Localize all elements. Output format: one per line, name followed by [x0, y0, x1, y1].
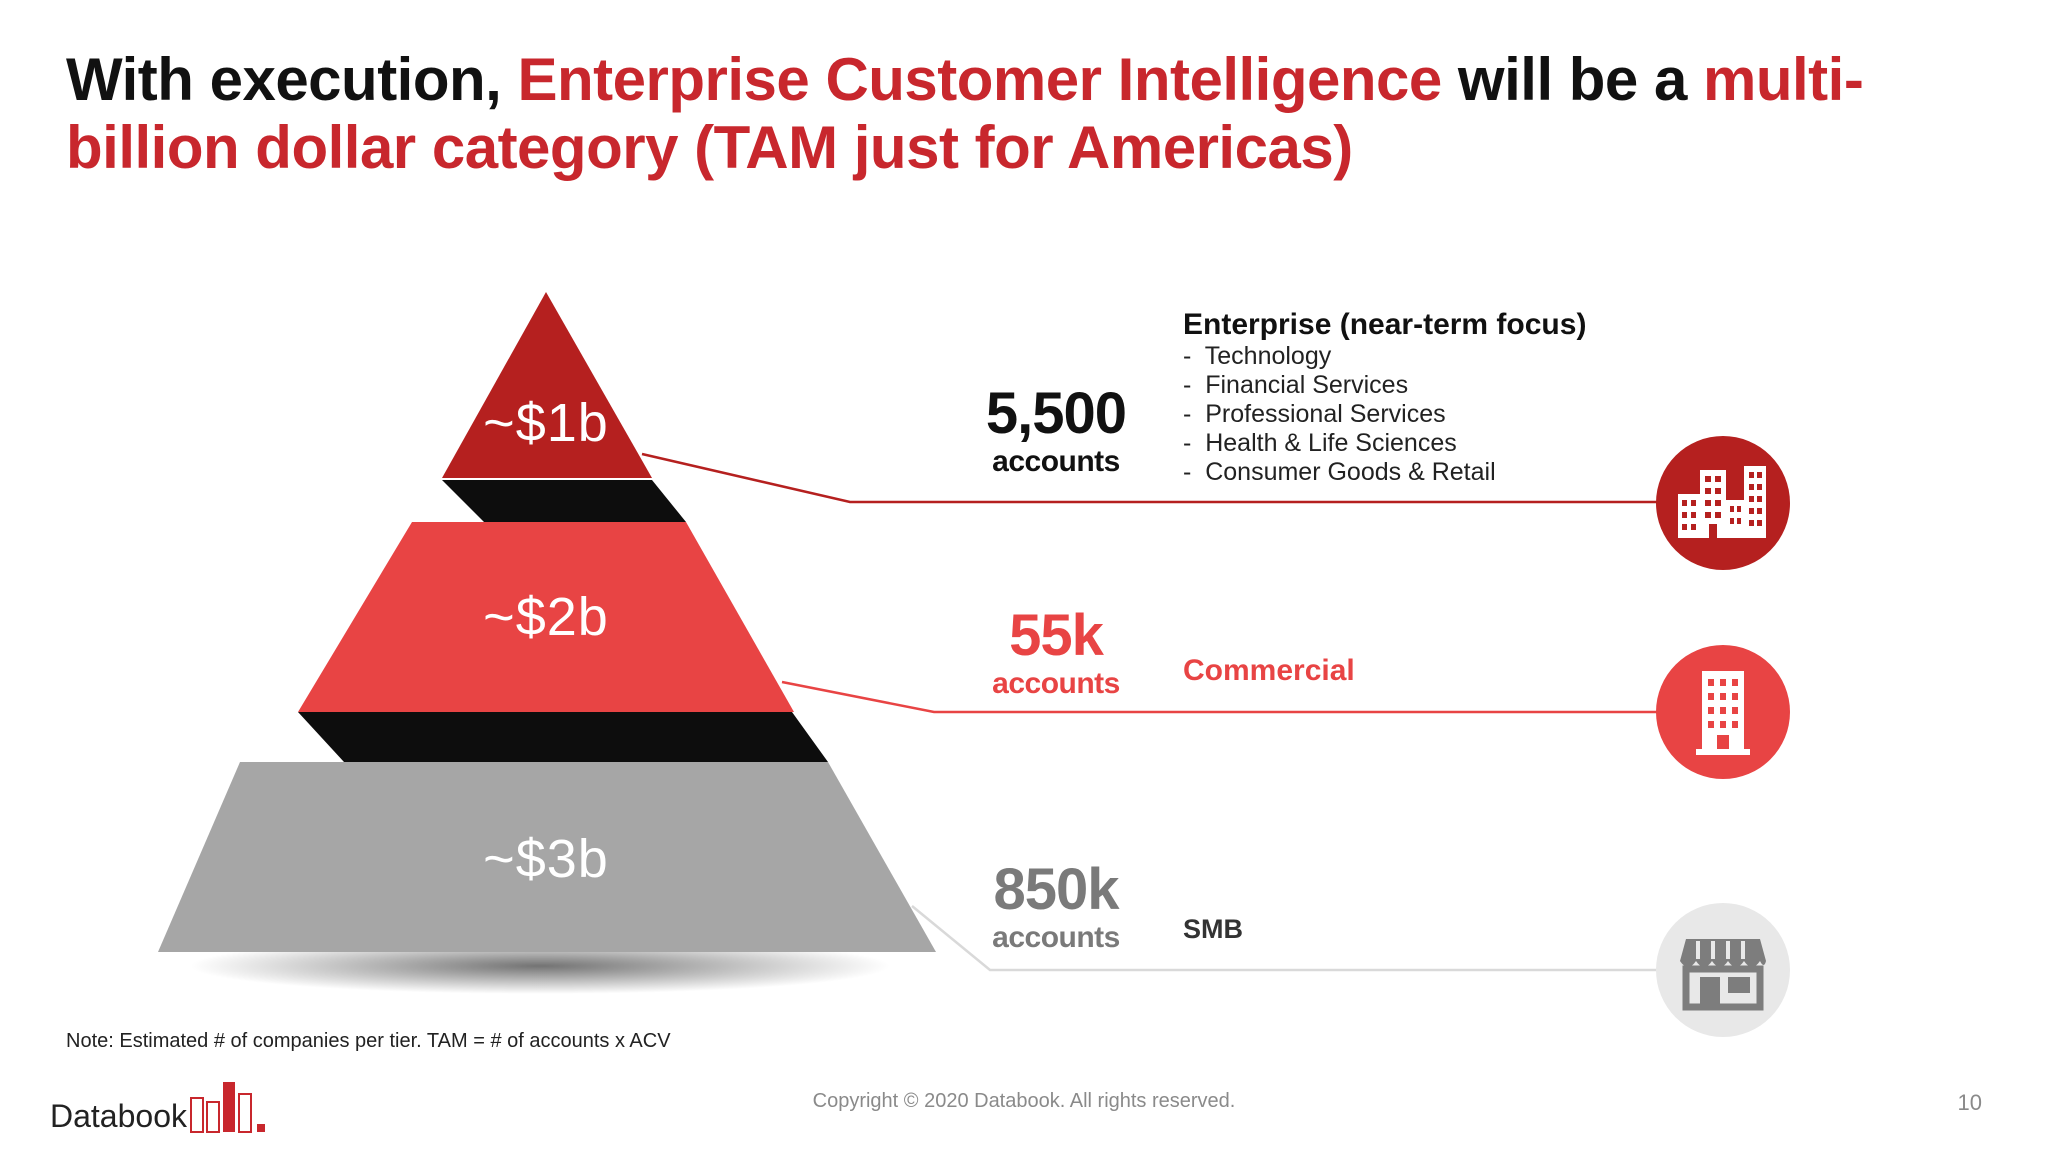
slide-title: With execution, Enterprise Customer Inte…: [66, 46, 1966, 182]
account-count-commercial: 55k accounts: [936, 606, 1176, 702]
title-part-2: Enterprise Customer Intelligence: [517, 46, 1443, 113]
footnote: Note: Estimated # of companies per tier.…: [66, 1030, 671, 1052]
pyramid-separator-top: [442, 480, 686, 522]
segment-item: Technology: [1183, 342, 1496, 371]
segment-item: Professional Services: [1183, 400, 1496, 429]
count-number: 850k: [993, 857, 1119, 922]
connector-line-enterprise: [641, 452, 1660, 504]
segment-item: Health & Life Sciences: [1183, 429, 1496, 458]
copyright-text: Copyright © 2020 Databook. All rights re…: [812, 1090, 1236, 1112]
count-number: 5,500: [985, 381, 1127, 446]
segment-list-enterprise: Technology Financial Services Profession…: [1183, 342, 1496, 487]
account-count-smb: 850k accounts: [936, 860, 1176, 956]
count-label: accounts: [992, 445, 1120, 478]
segment-item: Financial Services: [1183, 371, 1496, 400]
title-part-4: multi-billion dollar category (TAM just …: [66, 46, 1864, 181]
pyramid-tier-middle: [298, 522, 794, 712]
connector-line-smb: [911, 905, 1660, 972]
title-part-3: will be a: [1441, 46, 1704, 113]
tier-value-commercial: ~$2b: [483, 587, 609, 647]
office-tower-icon: [1656, 645, 1790, 779]
segment-label-commercial: Commercial: [1183, 654, 1355, 687]
count-label: accounts: [992, 921, 1120, 954]
count-label: accounts: [992, 667, 1120, 700]
logo-bars-icon: [189, 1082, 265, 1133]
storefront-icon: [1656, 903, 1790, 1037]
office-buildings-icon: [1656, 436, 1790, 570]
tier-value-smb: ~$3b: [483, 829, 609, 889]
pyramid-tier-bottom: [158, 762, 936, 952]
segment-item: Consumer Goods & Retail: [1183, 458, 1495, 487]
connector-line-commercial: [781, 680, 1660, 714]
tier-value-enterprise: ~$1b: [483, 393, 609, 453]
account-count-enterprise: 5,500 accounts: [936, 384, 1176, 480]
count-number: 55k: [1009, 603, 1104, 668]
segment-label-smb: SMB: [1183, 914, 1243, 944]
title-part-1: With execution,: [66, 46, 518, 113]
pyramid-separator-middle: [298, 712, 828, 762]
segment-label-enterprise: Enterprise (near-term focus): [1183, 308, 1587, 341]
logo-text: Databook: [50, 1098, 187, 1134]
pyramid-tier-top: [442, 292, 652, 478]
page-number: 10: [1957, 1090, 1982, 1115]
databook-logo: Databook: [50, 1074, 277, 1134]
